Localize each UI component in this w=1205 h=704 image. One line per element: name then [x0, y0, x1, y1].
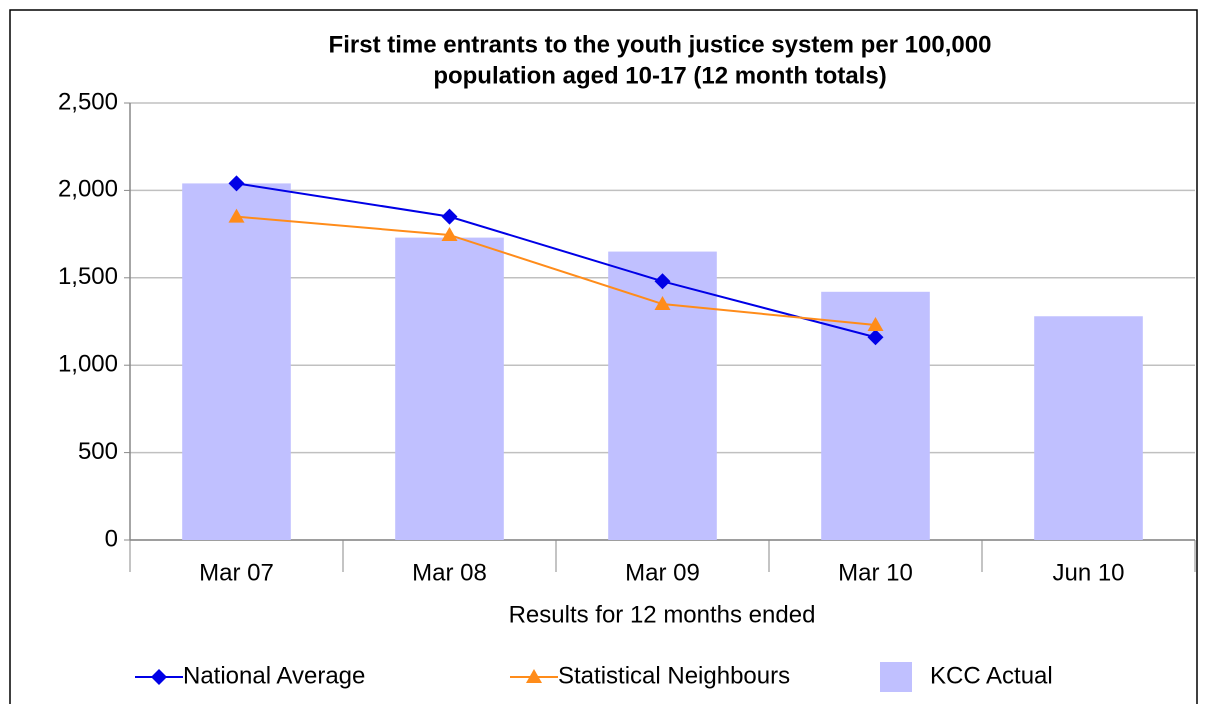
y-tick-label: 0	[105, 525, 118, 552]
marker	[654, 273, 671, 290]
chart-title: population aged 10-17 (12 month totals)	[433, 62, 886, 89]
line	[236, 215, 876, 326]
bar	[1034, 316, 1143, 540]
marker	[441, 226, 458, 241]
y-tick-label: 1,000	[58, 351, 118, 378]
x-tick-label: Mar 08	[412, 559, 487, 586]
marker	[441, 208, 458, 225]
y-tick-label: 500	[78, 438, 118, 465]
marker	[228, 175, 245, 192]
y-tick-label: 1,500	[58, 263, 118, 290]
x-tick-label: Mar 07	[199, 559, 274, 586]
bar	[608, 251, 717, 540]
legend-marker	[526, 669, 542, 683]
x-tick-label: Jun 10	[1052, 559, 1124, 586]
y-tick-label: 2,500	[58, 88, 118, 115]
x-tick-label: Mar 09	[625, 559, 700, 586]
legend-label: KCC Actual	[930, 662, 1053, 689]
line	[236, 182, 876, 339]
legend-swatch	[880, 662, 912, 692]
legend-label: Statistical Neighbours	[558, 662, 790, 689]
marker	[867, 316, 884, 331]
bar	[182, 183, 291, 540]
x-tick-label: Mar 10	[838, 559, 913, 586]
x-axis-label: Results for 12 months ended	[509, 601, 816, 628]
bar	[395, 237, 504, 540]
y-tick-label: 2,000	[58, 176, 118, 203]
chart-title: First time entrants to the youth justice…	[329, 31, 992, 58]
legend-marker	[151, 669, 167, 685]
marker	[228, 208, 245, 223]
marker	[867, 329, 884, 346]
legend-label: National Average	[183, 662, 365, 689]
marker	[654, 296, 671, 311]
